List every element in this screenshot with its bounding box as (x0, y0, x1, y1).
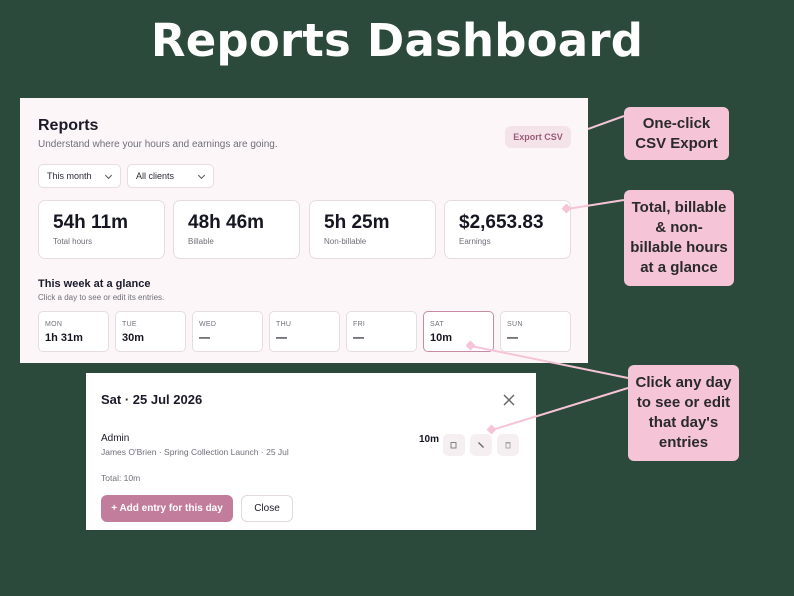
day-time: — (276, 332, 287, 344)
entry-meta: James O'Brien · Spring Collection Launch… (101, 447, 289, 457)
stat-label: Total hours (53, 237, 93, 246)
day-time: 30m (122, 332, 145, 344)
client-select[interactable]: All clients (127, 164, 214, 188)
edit-entry-button[interactable] (470, 434, 492, 456)
week-title: This week at a glance (38, 278, 151, 290)
stat-label: Earnings (459, 237, 491, 246)
close-button[interactable]: Close (241, 495, 293, 522)
period-select[interactable]: This month (38, 164, 121, 188)
delete-icon (505, 442, 511, 449)
close-icon[interactable] (502, 393, 516, 407)
day-entries-modal: Sat · 25 Jul 2026 Admin James O'Brien · … (86, 373, 536, 530)
day-card-wed[interactable]: WED — (192, 311, 263, 352)
week-subtitle: Click a day to see or edit its entries. (38, 293, 165, 302)
stat-value: 54h 11m (53, 212, 128, 233)
period-select-value: This month (47, 171, 92, 181)
callout-export: One-click CSV Export (624, 107, 729, 160)
stat-label: Non-billable (324, 237, 367, 246)
stat-value: 48h 46m (188, 212, 265, 233)
add-entry-button[interactable]: + Add entry for this day (101, 495, 233, 522)
day-name: THU (276, 321, 292, 328)
delete-entry-button[interactable] (497, 434, 519, 456)
day-name: TUE (122, 321, 137, 328)
chevron-down-icon (197, 171, 206, 180)
callout-hours: Total, billable & non-billable hours at … (624, 190, 734, 286)
day-card-tue[interactable]: TUE 30m (115, 311, 186, 352)
entry-duration: 10m (419, 434, 440, 445)
export-csv-button[interactable]: Export CSV (505, 126, 571, 148)
day-time: — (507, 332, 518, 344)
stat-value: $2,653.83 (459, 212, 544, 233)
day-total: Total: 10m (101, 473, 141, 483)
chevron-down-icon (104, 171, 113, 180)
copy-entry-button[interactable] (443, 434, 465, 456)
day-name: SUN (507, 321, 523, 328)
day-time: — (199, 332, 210, 344)
stat-card-non-billable: 5h 25m Non-billable (309, 200, 436, 259)
day-name: SAT (430, 321, 444, 328)
day-time: — (353, 332, 364, 344)
stat-card-total-hours: 54h 11m Total hours (38, 200, 165, 259)
day-card-thu[interactable]: THU — (269, 311, 340, 352)
modal-title: Sat · 25 Jul 2026 (101, 392, 203, 407)
day-time: 1h 31m (45, 332, 83, 344)
day-card-sat[interactable]: SAT 10m (423, 311, 494, 352)
callout-day: Click any day to see or edit that day's … (628, 365, 739, 461)
day-name: WED (199, 321, 217, 328)
stat-card-billable: 48h 46m Billable (173, 200, 300, 259)
day-name: FRI (353, 321, 366, 328)
day-card-mon[interactable]: MON 1h 31m (38, 311, 109, 352)
edit-icon (478, 442, 484, 448)
reports-subtitle: Understand where your hours and earnings… (38, 139, 278, 150)
page-headline: Reports Dashboard (150, 14, 644, 67)
day-name: MON (45, 321, 63, 328)
reports-title: Reports (38, 117, 99, 134)
stat-label: Billable (188, 237, 214, 246)
day-time: 10m (430, 332, 453, 344)
copy-icon (450, 442, 457, 449)
reports-panel: Reports Understand where your hours and … (20, 98, 588, 363)
stat-value: 5h 25m (324, 212, 390, 233)
client-select-value: All clients (136, 171, 175, 181)
day-card-sun[interactable]: SUN — (500, 311, 571, 352)
entry-name: Admin (101, 433, 130, 444)
day-card-fri[interactable]: FRI — (346, 311, 417, 352)
stat-card-earnings: $2,653.83 Earnings (444, 200, 571, 259)
